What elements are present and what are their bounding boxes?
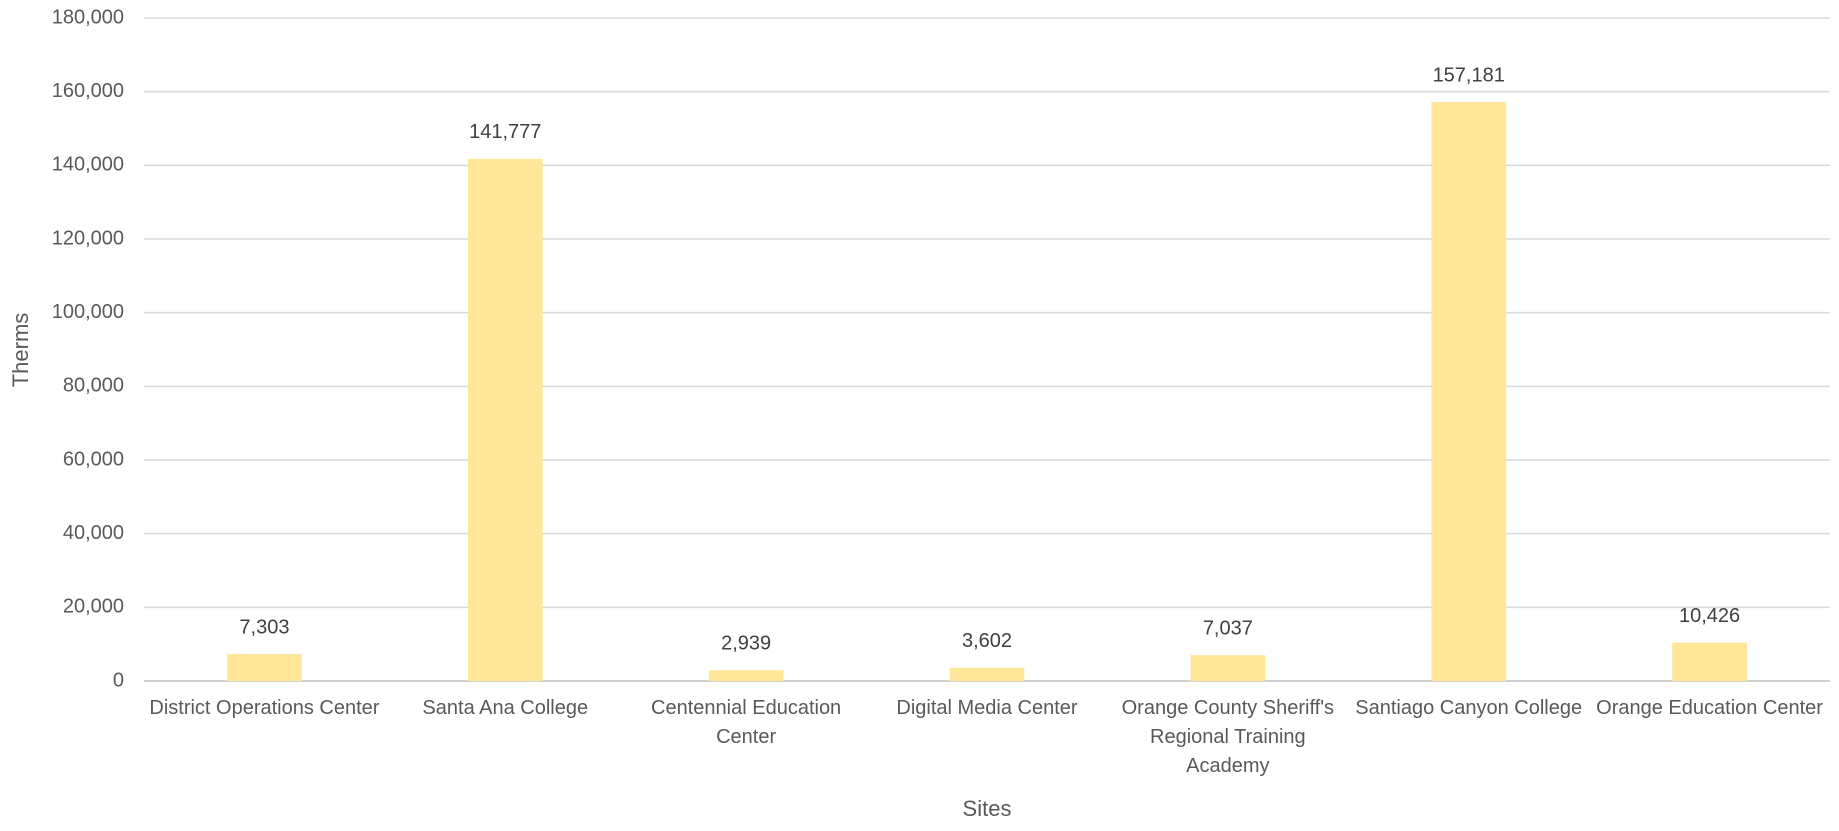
x-tick-label-box: Centennial Education Center	[651, 697, 842, 748]
data-label: 7,303	[239, 616, 289, 638]
data-label: 141,777	[469, 121, 541, 143]
bar	[227, 654, 302, 681]
y-tick-label: 60,000	[63, 448, 124, 470]
bar	[1190, 655, 1266, 681]
x-tick-label-box: Orange County Sheriff's Regional Trainin…	[1121, 697, 1335, 777]
x-tick-label: Santa Ana College	[422, 697, 589, 719]
y-tick-label: 140,000	[52, 154, 124, 176]
bar	[467, 158, 543, 681]
x-tick-label: District Operations Center	[149, 697, 380, 719]
data-label: 10,426	[1679, 605, 1740, 627]
bar	[949, 667, 1025, 681]
x-tick-label: Santiago Canyon College	[1355, 697, 1583, 719]
y-tick-label: 120,000	[52, 227, 124, 249]
y-axis-title: Therms	[8, 313, 33, 388]
y-tick-label: 40,000	[63, 522, 124, 544]
x-axis-title: Sites	[963, 796, 1012, 821]
x-tick-label: Orange County Sheriff's Regional Trainin…	[1121, 697, 1335, 777]
data-label: 2,939	[721, 632, 771, 654]
x-tick-label: Digital Media Center	[896, 697, 1078, 719]
x-tick-label-box: Santiago Canyon College	[1355, 697, 1583, 719]
bar	[1431, 102, 1507, 681]
x-tick-label: Centennial Education Center	[651, 697, 842, 748]
x-tick-label-box: District Operations Center	[149, 697, 380, 719]
x-tick-label-box: Digital Media Center	[896, 697, 1078, 719]
y-tick-label: 100,000	[52, 301, 124, 323]
data-label: 7,037	[1203, 617, 1253, 639]
x-tick-label-box: Santa Ana College	[422, 697, 589, 719]
y-tick-label: 160,000	[52, 80, 124, 102]
y-tick-label: 80,000	[63, 375, 124, 397]
data-label: 157,181	[1433, 64, 1505, 86]
y-tick-label: 0	[113, 669, 124, 691]
bar	[1672, 642, 1747, 681]
x-tick-label-box: Orange Education Center	[1596, 697, 1823, 719]
data-label: 3,602	[962, 630, 1012, 652]
y-tick-label: 20,000	[63, 596, 124, 618]
x-tick-label: Orange Education Center	[1596, 697, 1823, 719]
bar	[708, 670, 784, 681]
y-tick-label: 180,000	[52, 6, 124, 28]
